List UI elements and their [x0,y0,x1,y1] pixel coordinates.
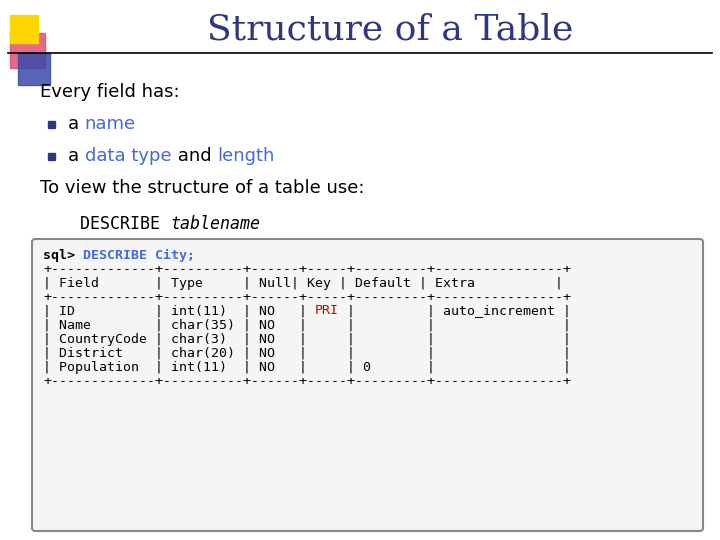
Text: |         | auto_increment |: | | auto_increment | [339,305,571,318]
Bar [10,33,45,68]
Text: a: a [68,115,85,133]
Text: tablename: tablename [170,215,260,233]
Text: | Population  | int(11)  | NO   |     | 0       |                |: | Population | int(11) | NO | | 0 | | [43,361,571,374]
Text: | ID          | int(11)  | NO   |: | ID | int(11) | NO | [43,305,315,318]
Text: data type: data type [85,147,171,165]
Text: | Name        | char(35) | NO   |     |         |                |: | Name | char(35) | NO | | | | [43,319,571,332]
FancyBboxPatch shape [32,239,703,531]
Text: | Field       | Type     | Null| Key | Default | Extra          |: | Field | Type | Null| Key | Default | E… [43,276,563,289]
Text: | CountryCode | char(3)  | NO   |     |         |                |: | CountryCode | char(3) | NO | | | | [43,333,571,346]
Bar [48,153,55,160]
Text: name: name [85,115,136,133]
Text: Structure of a Table: Structure of a Table [207,13,573,47]
Text: DESCRIBE City;: DESCRIBE City; [83,248,195,261]
Bar [48,121,55,128]
Text: +-------------+----------+------+-----+---------+----------------+: +-------------+----------+------+-----+-… [43,375,571,388]
Text: DESCRIBE: DESCRIBE [80,215,170,233]
Text: +-------------+----------+------+-----+---------+----------------+: +-------------+----------+------+-----+-… [43,291,571,303]
Text: a: a [68,147,85,165]
Text: length: length [217,147,274,165]
Text: | District    | char(20) | NO   |     |         |                |: | District | char(20) | NO | | | | [43,347,571,360]
Text: To view the structure of a table use:: To view the structure of a table use: [40,179,364,197]
Bar [10,15,38,43]
Text: sql>: sql> [43,248,83,261]
Text: and: and [171,147,217,165]
Text: +-------------+----------+------+-----+---------+----------------+: +-------------+----------+------+-----+-… [43,262,571,275]
Bar [18,53,50,85]
Text: PRI: PRI [315,305,339,318]
Text: Every field has:: Every field has: [40,83,179,101]
